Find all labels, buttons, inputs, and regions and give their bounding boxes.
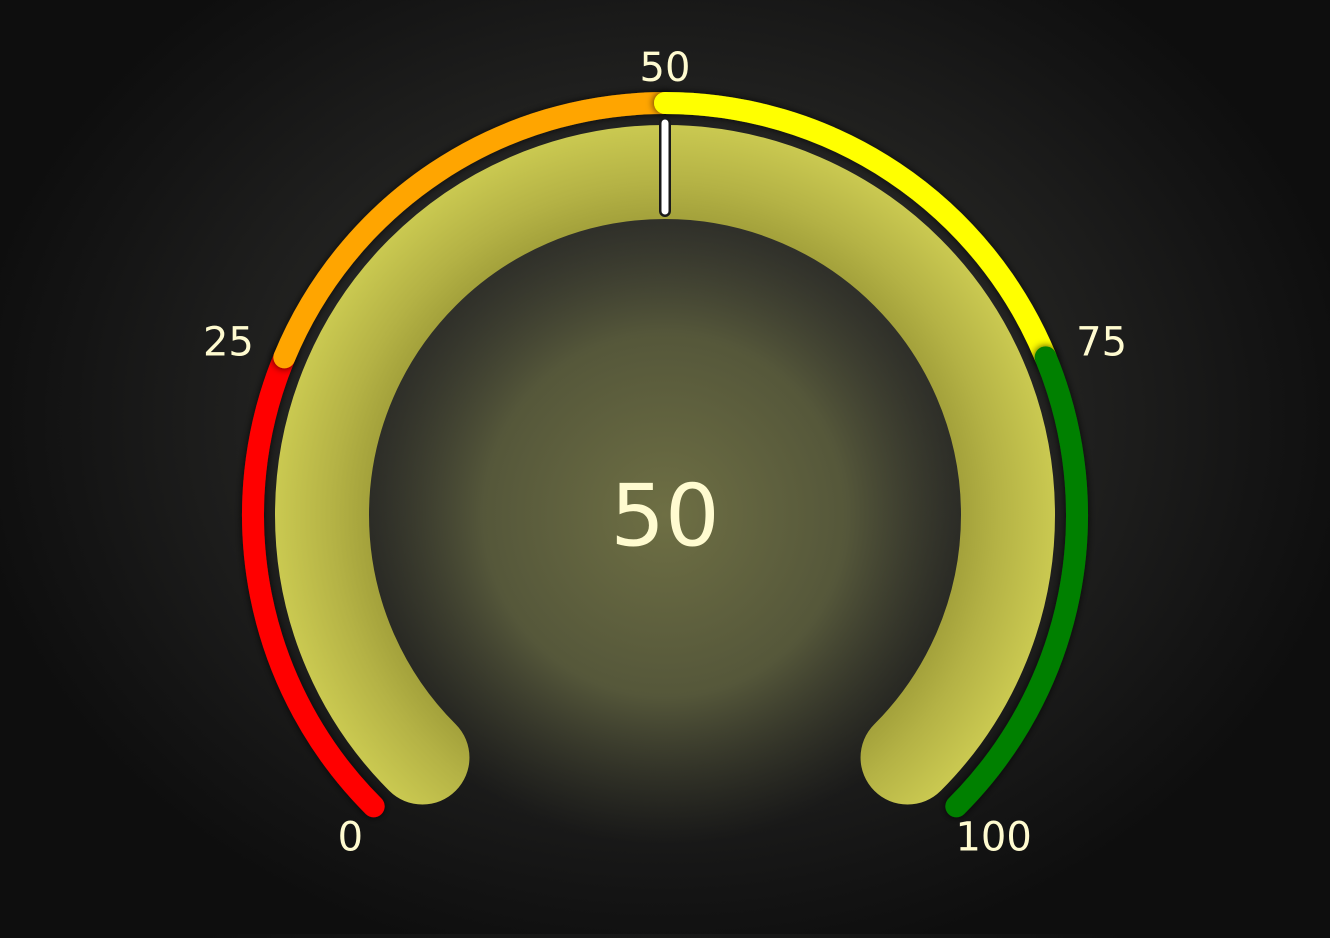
gauge-center-glow <box>335 185 995 845</box>
gauge-range-0-25 <box>242 346 385 818</box>
gauge-tick-label: 75 <box>1076 320 1127 366</box>
gauge-value-label: 50 <box>610 466 719 566</box>
gauge-tick-label: 25 <box>203 320 254 366</box>
gauge-range-25-50 <box>273 92 676 369</box>
gauge-range-75-100 <box>945 346 1088 818</box>
gauge-range-50-75 <box>654 92 1057 369</box>
gauge-tick-label: 50 <box>640 45 691 91</box>
gauge-tick-label: 100 <box>955 815 1031 861</box>
gauge-tick-label: 0 <box>338 815 363 861</box>
gauge-tick-labels: 0 25 50 75 100 <box>203 45 1127 861</box>
gauge-ranges <box>242 92 1088 818</box>
